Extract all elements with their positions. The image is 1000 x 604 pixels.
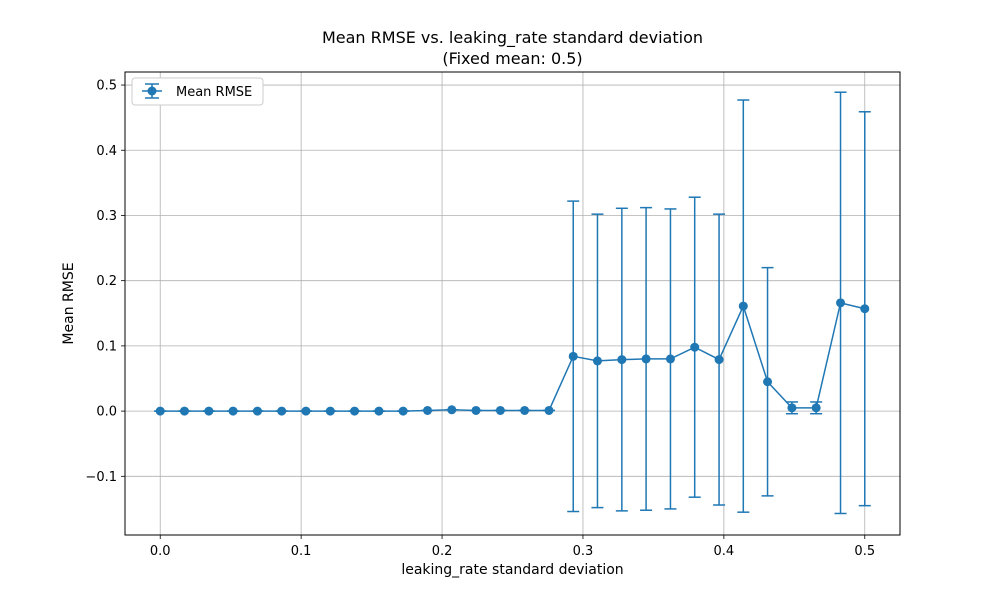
data-point [179,406,189,416]
data-point [836,298,846,308]
data-point [350,406,360,416]
data-point [787,403,797,413]
data-point [714,355,724,365]
data-point [641,354,651,364]
data-point [374,406,384,416]
y-tick-label: 0.5 [96,79,117,94]
legend-box [131,77,264,106]
chart-subtitle: (Fixed mean: 0.5) [442,49,582,68]
data-point [520,405,530,415]
y-tick-label: 0.4 [96,144,117,159]
chart-title: Mean RMSE vs. leaking_rate standard devi… [322,28,703,48]
data-point [447,405,457,415]
y-tick-label: 0.2 [96,274,117,289]
y-axis-label: Mean RMSE [61,262,77,344]
x-tick-label: 0.3 [573,544,594,559]
x-tick-label: 0.4 [714,544,735,559]
data-point [763,377,773,387]
x-axis-label: leaking_rate standard deviation [401,562,623,578]
data-point [471,405,481,415]
data-point [204,406,214,416]
y-tick-label: 0.1 [96,339,117,354]
data-point [738,301,748,311]
plot-frame [124,71,901,536]
y-axis-ticks: −0.1 0.0 0.1 0.2 0.3 0.4 0.5 [85,79,125,485]
x-tick-label: 0.2 [432,544,453,559]
x-tick-label: 0.0 [150,544,171,559]
data-point [568,351,578,361]
data-point [398,406,408,416]
data-point [155,406,165,416]
x-axis-ticks: 0.0 0.1 0.2 0.3 0.4 0.5 [150,535,875,559]
data-point [228,406,238,416]
data-point [325,406,335,416]
data-point [860,304,870,314]
data-point [811,403,821,413]
data-point [665,354,675,364]
legend-marker [147,86,157,96]
y-tick-label: 0.3 [96,209,117,224]
x-tick-label: 0.1 [291,544,312,559]
data-point [544,405,554,415]
legend: Mean RMSE [131,77,264,106]
y-tick-label: 0.0 [96,405,117,420]
data-point [301,406,311,416]
series-layer [154,91,871,515]
data-point [423,405,433,415]
x-tick-label: 0.5 [854,544,875,559]
data-point [690,342,700,352]
legend-label: Mean RMSE [176,85,252,100]
data-point [277,406,287,416]
y-tick-label: −0.1 [85,470,117,485]
data-point [592,356,602,366]
data-point [252,406,262,416]
data-point [617,355,627,365]
data-point [495,405,505,415]
